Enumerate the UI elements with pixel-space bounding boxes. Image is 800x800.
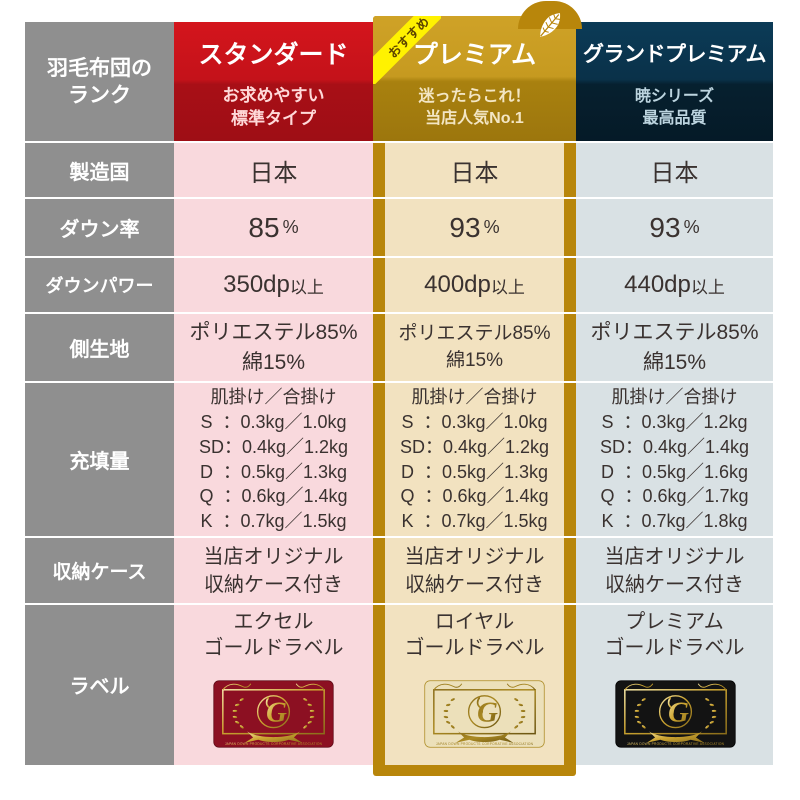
svg-text:G: G <box>266 697 287 729</box>
svg-text:G: G <box>668 697 689 729</box>
svg-text:JAPAN DOWN PRODUCTS CORPORATIV: JAPAN DOWN PRODUCTS CORPORATIVE ASSOCIAT… <box>436 742 534 746</box>
svg-text:JAPAN DOWN PRODUCTS CORPORATIV: JAPAN DOWN PRODUCTS CORPORATIVE ASSOCIAT… <box>225 742 323 746</box>
svg-text:JAPAN DOWN PRODUCTS CORPORATIV: JAPAN DOWN PRODUCTS CORPORATIVE ASSOCIAT… <box>627 742 725 746</box>
svg-text:G: G <box>477 697 498 729</box>
